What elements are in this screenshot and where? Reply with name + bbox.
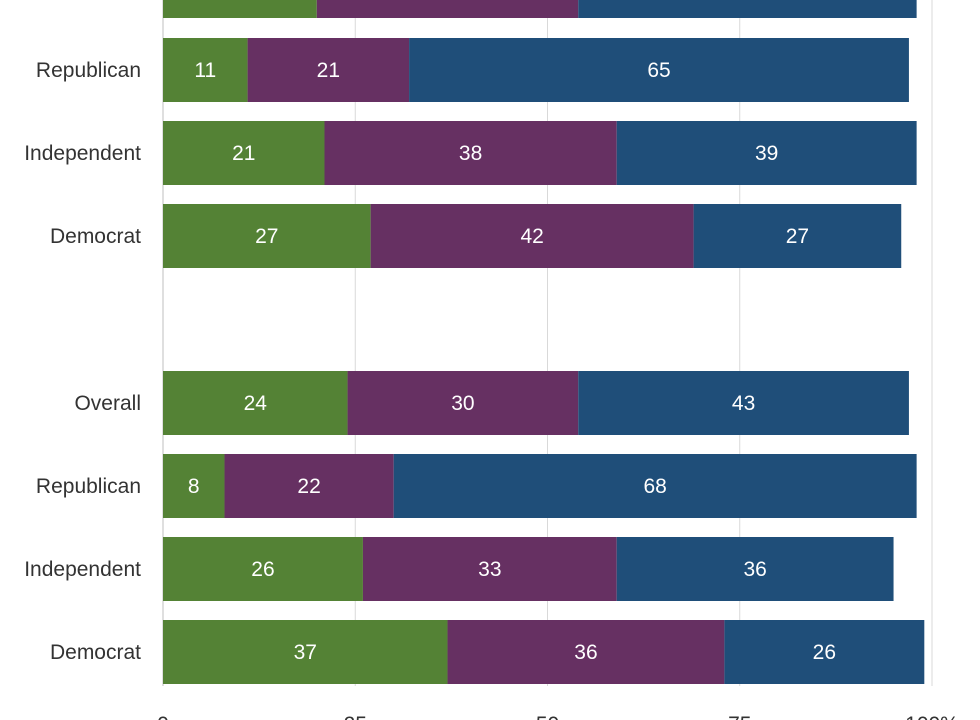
- labels: 0 25 50 75 100% 11 21 65 Republican 21 38 39 Indepen…: [24, 59, 959, 720]
- bar-value-label: 21: [317, 59, 340, 82]
- bar-value-label: 68: [643, 475, 666, 498]
- x-tick-label: 50: [536, 713, 559, 720]
- bar-value-label: 26: [251, 558, 274, 581]
- bar-value-label: 36: [743, 558, 766, 581]
- category-label: Independent: [24, 558, 141, 581]
- bar-segment: [316, 0, 579, 18]
- bar-segment: [347, 371, 579, 435]
- bar-value-label: 37: [294, 641, 317, 664]
- bar-value-label: 42: [520, 225, 543, 248]
- bar-segment: [578, 0, 917, 18]
- bar-segment: [163, 204, 371, 268]
- bar-value-label: 36: [574, 641, 597, 664]
- category-label: Democrat: [50, 641, 141, 664]
- bar-value-label: 24: [244, 392, 268, 415]
- bar-segment: [578, 371, 909, 435]
- bar-value-label: 30: [451, 392, 474, 415]
- bar-segment: [324, 121, 617, 185]
- x-tick-label: 0: [157, 713, 169, 720]
- bar-segment: [163, 0, 317, 18]
- bar-segment: [247, 38, 410, 102]
- bar-value-label: 27: [255, 225, 278, 248]
- x-tick-label: 75: [728, 713, 751, 720]
- bar-segment: [362, 537, 617, 601]
- bar-value-label: 33: [478, 558, 501, 581]
- bar-segment: [163, 537, 363, 601]
- x-tick-label: 100%: [905, 713, 959, 720]
- bar-segment: [693, 204, 902, 268]
- bars: [163, 0, 925, 684]
- bar-segment: [393, 454, 917, 518]
- bar-segment: [370, 204, 694, 268]
- bar-segment: [447, 620, 725, 684]
- bar-value-label: 21: [232, 142, 255, 165]
- bar-segment: [224, 454, 394, 518]
- bar-segment: [163, 371, 348, 435]
- category-label: Overall: [74, 392, 141, 415]
- bar-segment: [616, 121, 917, 185]
- bar-segment: [724, 620, 925, 684]
- bar-segment: [163, 38, 248, 102]
- category-label: Republican: [36, 59, 141, 82]
- bar-segment: [163, 454, 225, 518]
- bar-value-label: 39: [755, 142, 778, 165]
- bar-value-label: 11: [194, 59, 216, 82]
- bar-value-label: 27: [786, 225, 809, 248]
- bar-value-label: 22: [297, 475, 320, 498]
- category-label: Republican: [36, 475, 141, 498]
- bar-value-label: 65: [647, 59, 670, 82]
- bar-value-label: 43: [732, 392, 755, 415]
- bar-value-label: 8: [188, 475, 200, 498]
- bar-segment: [163, 620, 448, 684]
- bar-segment: [409, 38, 909, 102]
- category-label: Independent: [24, 142, 141, 165]
- x-tick-label: 25: [344, 713, 367, 720]
- bar-value-label: 38: [459, 142, 482, 165]
- category-label: Democrat: [50, 225, 141, 248]
- bar-segment: [163, 121, 325, 185]
- bar-segment: [616, 537, 894, 601]
- bar-value-label: 26: [813, 641, 836, 664]
